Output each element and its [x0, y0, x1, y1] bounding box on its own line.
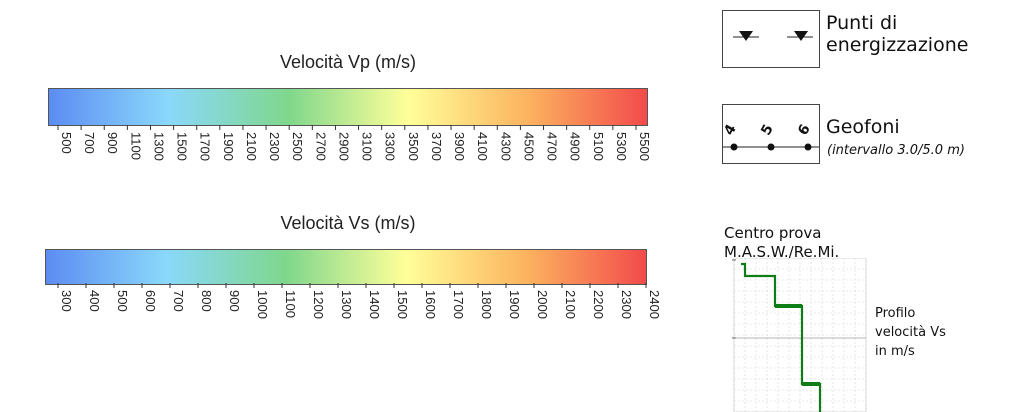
vp-tick-label: 3900 — [452, 132, 467, 161]
shot-marker-icon — [794, 31, 808, 41]
vs-tick-label: 600 — [143, 290, 158, 312]
vp-tick-axis: 500 700 900 1100 1300 1500 1700 1900 2100 2300 250… — [57, 125, 652, 161]
vs-tick-label: 2200 — [591, 290, 606, 319]
vp-tick-label: 4300 — [498, 132, 513, 161]
vp-scale-panel: Velocità Vp (m/s) 500 700 900 1100 1300 1500 1… — [40, 40, 656, 175]
vs-tick-label: 1500 — [395, 290, 410, 319]
geophones-box: 4 5 6 — [721, 104, 820, 164]
vp-tick-label: 2700 — [313, 132, 328, 161]
geophone-dot — [767, 143, 775, 151]
vp-tick-label: 1300 — [151, 132, 166, 161]
vs-profile-thumbnail — [732, 258, 867, 412]
geophone-number: 5 — [758, 122, 777, 138]
shot-points-box — [722, 10, 820, 68]
vs-tick-label: 1100 — [283, 290, 298, 318]
vs-tick-label: 1200 — [311, 290, 326, 319]
profile-label-line: Profilo — [875, 306, 916, 321]
vp-tick-label: 4500 — [521, 132, 536, 161]
geophone-number: 6 — [795, 122, 814, 138]
vs-tick-label: 2400 — [647, 290, 662, 319]
vp-tick-label: 1900 — [221, 132, 236, 161]
vs-tick-label: 1400 — [367, 290, 382, 319]
vs-tick-label: 300 — [59, 290, 74, 312]
shot-label-line: energizzazione — [826, 34, 969, 56]
shot-marker-icon — [739, 31, 753, 41]
vs-tick-label: 2300 — [619, 290, 634, 319]
vp-color-bar — [48, 88, 648, 126]
vs-tick-label: 900 — [227, 290, 242, 312]
vp-scale-title: Velocità Vp (m/s) — [279, 52, 417, 72]
profile-label-line: in m/s — [875, 344, 915, 359]
vs-tick-label: 1800 — [479, 290, 494, 319]
vp-tick-label: 2300 — [267, 132, 282, 161]
vp-tick-label: 3300 — [383, 132, 398, 161]
vs-scale-panel: Velocità Vs (m/s) 300 400 500 600 700 800 900 1… — [40, 206, 662, 336]
vs-scale-title: Velocità Vs (m/s) — [280, 213, 416, 233]
masw-label-line: Centro prova — [724, 224, 822, 242]
vp-tick-label: 700 — [82, 132, 97, 154]
vs-tick-label: 2100 — [563, 290, 578, 319]
vs-tick-axis: 300 400 500 600 700 800 900 1000 1100 1200 1300 140… — [57, 283, 662, 319]
geophones-symbols: 4 5 6 — [721, 122, 819, 151]
geophone-number: 4 — [723, 122, 740, 139]
masw-label-line: M.A.S.W./Re.Mi. — [724, 243, 840, 261]
vs-tick-label: 800 — [199, 290, 214, 312]
vs-profile-label: Profilo velocità Vs in m/s — [875, 304, 946, 361]
vp-tick-label: 1500 — [175, 132, 190, 161]
masw-center-label: Centro prova M.A.S.W./Re.Mi. — [724, 224, 839, 262]
shot-label-line: Punti di — [826, 12, 898, 34]
vp-tick-label: 3500 — [406, 132, 421, 161]
vs-tick-label: 1600 — [423, 290, 438, 319]
shot-points-label: Punti di energizzazione — [826, 12, 1006, 56]
vp-tick-label: 4900 — [568, 132, 583, 161]
vp-tick-label: 2900 — [336, 132, 351, 161]
vp-tick-label: 2500 — [290, 132, 305, 161]
geophones-label: Geofoni — [826, 116, 900, 138]
vp-tick-label: 5300 — [614, 132, 629, 161]
vp-tick-label: 5100 — [591, 132, 606, 161]
vp-tick-label: 2100 — [244, 132, 259, 161]
geophone-dot — [804, 143, 812, 151]
vs-tick-label: 1000 — [255, 290, 270, 319]
vp-tick-label: 900 — [105, 132, 120, 154]
vs-tick-label: 400 — [87, 290, 102, 312]
vs-tick-label: 1700 — [451, 290, 466, 319]
profile-label-line: velocità Vs — [875, 325, 946, 340]
vp-tick-label: 3700 — [429, 132, 444, 161]
vp-tick-label: 4700 — [545, 132, 560, 161]
vs-tick-label: 1900 — [507, 290, 522, 319]
vs-color-bar — [45, 249, 647, 285]
vp-tick-label: 3100 — [360, 132, 375, 161]
vs-tick-label: 500 — [115, 290, 130, 312]
vs-tick-label: 2000 — [535, 290, 550, 319]
vp-tick-label: 500 — [59, 132, 74, 154]
vp-tick-label: 4100 — [475, 132, 490, 161]
geophone-dot — [730, 143, 738, 151]
geophones-interval: (intervallo 3.0/5.0 m) — [827, 143, 965, 158]
vp-tick-label: 1700 — [198, 132, 213, 161]
vp-tick-label: 5500 — [637, 132, 652, 161]
vs-tick-label: 700 — [171, 290, 186, 312]
vp-tick-label: 1100 — [128, 132, 143, 160]
vs-tick-label: 1300 — [339, 290, 354, 319]
shot-points-symbols — [733, 31, 813, 41]
